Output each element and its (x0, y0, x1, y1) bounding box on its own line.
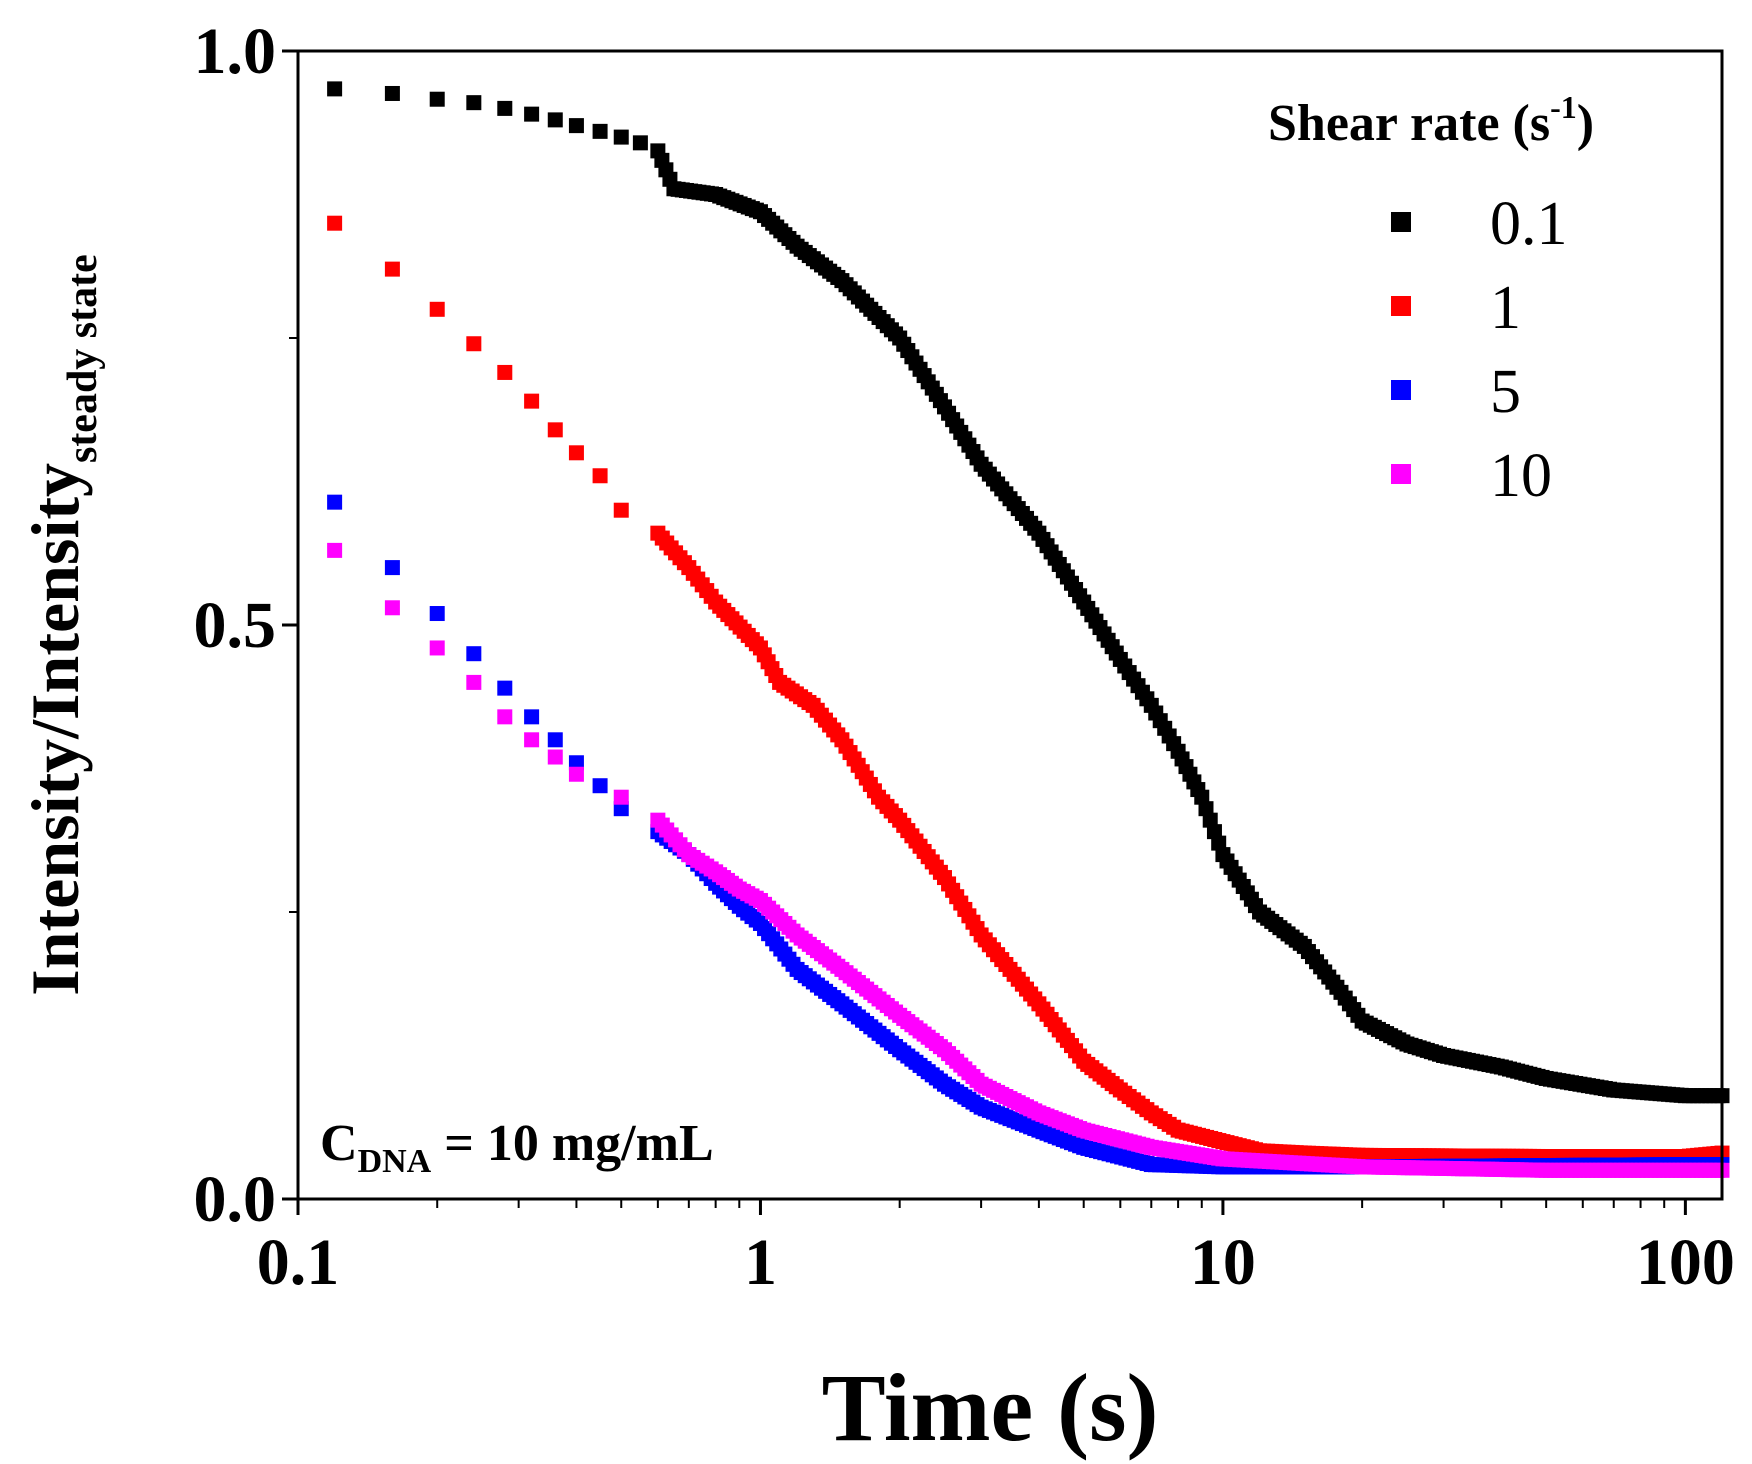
x-tick-label: 1 (744, 1226, 777, 1299)
data-point (429, 640, 445, 656)
data-point (327, 215, 343, 231)
legend-label: 10 (1490, 442, 1552, 510)
data-point (568, 766, 584, 782)
legend-marker (1391, 464, 1411, 484)
legend-title-end: ) (1577, 95, 1594, 152)
data-point (466, 646, 482, 662)
data-point (613, 129, 629, 145)
legend-item-1: 1 (1391, 274, 1521, 342)
x-tick-label: 10 (1190, 1226, 1256, 1299)
data-point (613, 801, 629, 817)
data-point (327, 494, 343, 510)
data-point (613, 502, 629, 518)
annotation-sub: DNA (358, 1143, 432, 1180)
data-point (547, 749, 563, 765)
data-point (497, 100, 513, 116)
data-point (384, 85, 400, 101)
legend-item-10: 10 (1391, 442, 1552, 510)
legend-marker (1391, 296, 1411, 316)
data-point (547, 422, 563, 438)
series-10 (327, 542, 1730, 1178)
y-axis-title: Intensity/Intensitysteady state (17, 254, 106, 996)
data-point (497, 680, 513, 696)
legend-label: 5 (1490, 358, 1521, 426)
data-point (568, 755, 584, 771)
data-point (384, 261, 400, 277)
data-point (429, 606, 445, 622)
series-0.1 (327, 81, 1730, 1104)
concentration-annotation: CDNA = 10 mg/mL (320, 1115, 714, 1180)
x-axis-title: Time (s) (822, 1354, 1159, 1461)
legend-item-0.1: 0.1 (1391, 190, 1568, 258)
data-point (592, 778, 608, 794)
legend-title-main: Shear rate (s (1268, 95, 1550, 152)
data-point (429, 91, 445, 107)
x-tick-label: 100 (1636, 1226, 1735, 1299)
data-point (466, 674, 482, 690)
data-point (524, 732, 540, 748)
y-tick-label: 1.0 (194, 15, 277, 88)
legend-title-sup: -1 (1550, 89, 1577, 125)
data-point (613, 789, 629, 805)
data-point (384, 600, 400, 616)
data-point (592, 468, 608, 484)
y-tick-label: 0.0 (194, 1163, 277, 1236)
x-tick-label: 0.1 (257, 1226, 340, 1299)
data-point (568, 445, 584, 461)
data-point (524, 106, 540, 122)
legend-label: 0.1 (1490, 190, 1568, 258)
legend-marker (1391, 380, 1411, 400)
data-point (524, 709, 540, 725)
data-point (466, 95, 482, 111)
annotation-suffix: = 10 mg/mL (431, 1115, 713, 1172)
legend: Shear rate (s-1) 0.1 1 5 10 (1268, 89, 1594, 510)
data-point (429, 301, 445, 317)
y-tick-label: 0.5 (194, 589, 277, 662)
legend-title: Shear rate (s-1) (1268, 89, 1594, 152)
data-point (1206, 824, 1222, 840)
annotation-prefix: C (320, 1115, 358, 1172)
data-point (1202, 812, 1218, 828)
data-point (497, 709, 513, 725)
data-point (466, 336, 482, 352)
axis-ticks: 0.1 1 10 100 0.0 0.5 1.0 (194, 15, 1735, 1299)
data-point (497, 364, 513, 380)
data-point (1198, 801, 1214, 817)
legend-item-5: 5 (1391, 358, 1521, 426)
y-axis-title-sub: steady state (60, 254, 106, 463)
data-point (384, 560, 400, 576)
data-point (568, 118, 584, 134)
data-point (1194, 789, 1210, 805)
data-point (632, 135, 648, 151)
data-point (547, 112, 563, 128)
data-point (547, 732, 563, 748)
data-point (327, 542, 343, 558)
data-point (327, 81, 343, 97)
legend-marker (1391, 212, 1411, 232)
data-point (524, 393, 540, 409)
data-point (1211, 835, 1227, 851)
y-axis-title-main: Intensity/Intensity (17, 463, 93, 996)
data-point (592, 123, 608, 139)
series-1 (327, 215, 1730, 1165)
legend-label: 1 (1490, 274, 1521, 342)
